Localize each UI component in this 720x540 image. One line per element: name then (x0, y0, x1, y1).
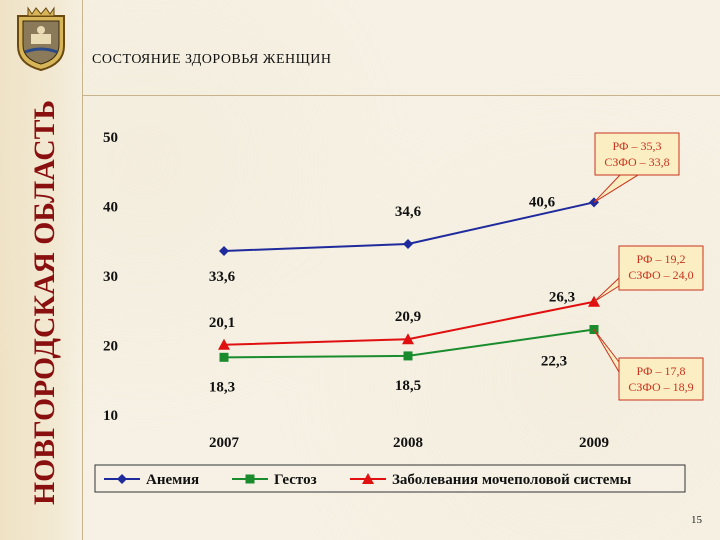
callout-text: РФ – 35,3 (613, 139, 662, 153)
callout-box (594, 132, 680, 176)
data-label: 33,6 (209, 269, 236, 285)
x-tick-label: 2008 (393, 435, 423, 451)
left-decorative-stripe (0, 0, 82, 540)
y-tick-label: 10 (103, 408, 118, 424)
legend-marker (117, 474, 127, 484)
callout-pointer (593, 329, 620, 374)
data-label: 34,6 (395, 204, 422, 220)
data-point (403, 239, 413, 250)
data-point (219, 245, 229, 256)
legend-box (94, 464, 686, 493)
x-tick-label: 2007 (209, 435, 240, 451)
legend-marker (245, 474, 255, 484)
side-title-vertical: НОВГОРОДСКАЯ ОБЛАСТЬ (26, 95, 62, 515)
legend-label: Гестоз (274, 472, 317, 488)
callout-pointer (593, 174, 640, 203)
callout-text: РФ – 17,8 (637, 364, 686, 378)
y-tick-label: 30 (103, 269, 118, 285)
data-label: 20,9 (395, 309, 421, 325)
callout-text: СЗФО – 18,9 (628, 380, 693, 394)
data-label: 22,3 (541, 354, 567, 370)
data-label: 18,3 (209, 379, 235, 395)
legend-label: Заболевания мочеполовой системы (392, 472, 632, 488)
page-number: 15 (691, 514, 702, 526)
data-label: 20,1 (209, 315, 235, 331)
legend-label: Анемия (146, 472, 199, 488)
y-tick-label: 40 (103, 200, 118, 216)
x-tick-label: 2009 (579, 435, 609, 451)
legend-marker (362, 473, 374, 484)
coat-of-arms-icon (14, 6, 68, 72)
y-tick-label: 20 (103, 339, 118, 355)
callout-box (618, 357, 704, 401)
data-point (219, 352, 229, 362)
data-label: 18,5 (395, 378, 421, 394)
line-chart: 10 20 30 40 50 2007 2008 2009 33,6 34,6 40,6 18,3 18… (94, 130, 704, 493)
page-title: СОСТОЯНИЕ ЗДОРОВЬЯ ЖЕНЩИН (92, 52, 332, 67)
data-label: 26,3 (549, 290, 575, 306)
callout-box (618, 245, 704, 291)
callout-text: СЗФО – 24,0 (628, 268, 693, 282)
horizontal-divider (82, 95, 720, 96)
vertical-divider (82, 0, 83, 540)
callout-text: СЗФО – 33,8 (604, 155, 669, 169)
data-point (402, 333, 414, 345)
data-label: 40,6 (529, 194, 556, 210)
data-point (218, 338, 230, 350)
callout-text: РФ – 19,2 (637, 252, 686, 266)
side-title-text: НОВГОРОДСКАЯ ОБЛАСТЬ (28, 100, 61, 505)
data-point (403, 351, 413, 361)
callout-pointer (593, 276, 620, 303)
y-tick-label: 50 (103, 130, 118, 146)
